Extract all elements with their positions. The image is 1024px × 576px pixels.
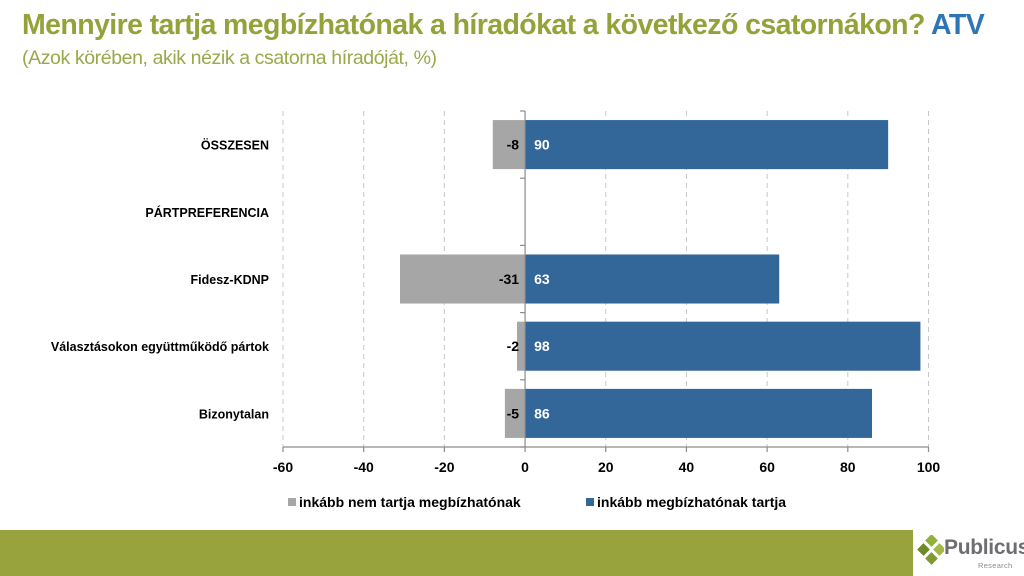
bar-negative [504,388,526,438]
bar-positive [525,120,889,170]
data-label: 86 [534,405,550,421]
x-tick-label: 80 [840,459,856,475]
bar-chart: -8 -31 -2 -5 90 63 98 86 ÖSSZESEN PÁRTPREFERENCI… [51,110,941,510]
bar-negative [492,120,526,170]
page-title: Mennyire tartja megbízhatónak a híradóka… [22,9,985,42]
data-label: -31 [499,271,519,287]
data-label: -2 [507,338,520,354]
publicus-logo: Publicus Research [916,532,1024,574]
data-label: 98 [534,338,550,354]
page-subtitle: (Azok körében, akik nézik a csatorna hír… [22,47,437,69]
bar-negative [399,254,526,304]
bar-positive [525,321,921,371]
x-tick-label: 20 [598,459,614,475]
legend-label: inkább nem tartja megbízhatónak [299,494,521,510]
x-tick-label: -60 [273,459,293,475]
x-tick-label: 0 [521,459,529,475]
axes [282,110,930,452]
category-label: ÖSSZESEN [201,138,269,153]
category-label: Bizonytalan [199,407,269,421]
bar-positive [525,254,780,304]
x-tick-label: -40 [354,459,374,475]
data-label: -5 [507,405,520,421]
bar-negative [516,321,526,371]
title-channel: ATV [931,9,985,41]
data-label: -8 [507,137,520,153]
data-label: 90 [534,137,550,153]
title-main: Mennyire tartja megbízhatónak a híradóka… [22,9,925,41]
data-label: 63 [534,271,550,287]
legend: inkább nem tartja megbízhatónak inkább me… [288,494,786,510]
logo-name: Publicus [944,536,1024,559]
logo-diamonds-icon [917,535,944,565]
bars: -8 -31 -2 -5 90 63 98 86 [399,120,921,438]
category-labels: ÖSSZESEN PÁRTPREFERENCIA Fidesz-KDNP Válasz… [51,138,269,422]
bar-positive [525,388,873,438]
legend-swatch [586,498,594,506]
x-tick-label: 100 [917,459,941,475]
legend-label: inkább megbízhatónak tartja [597,494,786,510]
x-tick-label: 40 [679,459,695,475]
category-label: Választásokon együttműködő pártok [51,340,269,354]
footer-band [0,530,913,576]
legend-swatch [288,498,296,506]
category-label: PÁRTPREFERENCIA [145,205,269,220]
logo-sub: Research [978,561,1013,570]
x-tick-label: -20 [434,459,454,475]
category-label: Fidesz-KDNP [191,273,269,287]
x-tick-label: 60 [759,459,775,475]
tick-labels: -60 -40 -20 0 20 40 60 80 100 [273,459,941,475]
